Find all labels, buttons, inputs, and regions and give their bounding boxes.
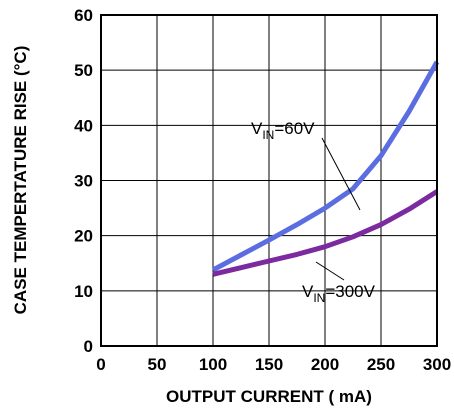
series-label-0: VIN=60V (251, 119, 315, 142)
annotation-leader-0 (321, 137, 361, 211)
x-tick-label: 100 (199, 355, 227, 374)
series-line-1 (212, 189, 439, 277)
series-layer (211, 60, 440, 277)
y-tick-label: 40 (74, 116, 93, 135)
y-axis-label: CASE TEMPERTATURE RISE (°C) (11, 46, 30, 315)
annotation-leader-1 (315, 261, 345, 281)
series-label-1: VIN=300V (302, 282, 376, 305)
y-tick-label: 50 (74, 61, 93, 80)
y-tick-label: 60 (74, 6, 93, 25)
x-axis-label: OUTPUT CURRENT ( mA) (166, 387, 372, 406)
x-tick-label: 150 (255, 355, 283, 374)
y-tick-label: 20 (74, 227, 93, 246)
y-tick-label: 30 (74, 172, 93, 191)
y-tick-label: 10 (74, 282, 93, 301)
x-tick-label: 250 (367, 355, 395, 374)
x-tick-labels: 0 50 100 150 200 250 300 (96, 355, 451, 374)
series-line-0 (211, 60, 440, 273)
x-tick-label: 200 (311, 355, 339, 374)
y-tick-labels: 0 10 20 30 40 50 60 (74, 6, 93, 356)
annotations: VIN=60V VIN=300V (251, 119, 376, 305)
plot-frame (100, 14, 438, 347)
y-tick-label: 0 (84, 337, 93, 356)
x-tick-label: 50 (148, 355, 167, 374)
grid (100, 14, 438, 347)
x-tick-label: 0 (96, 355, 105, 374)
x-tick-label: 300 (423, 355, 451, 374)
